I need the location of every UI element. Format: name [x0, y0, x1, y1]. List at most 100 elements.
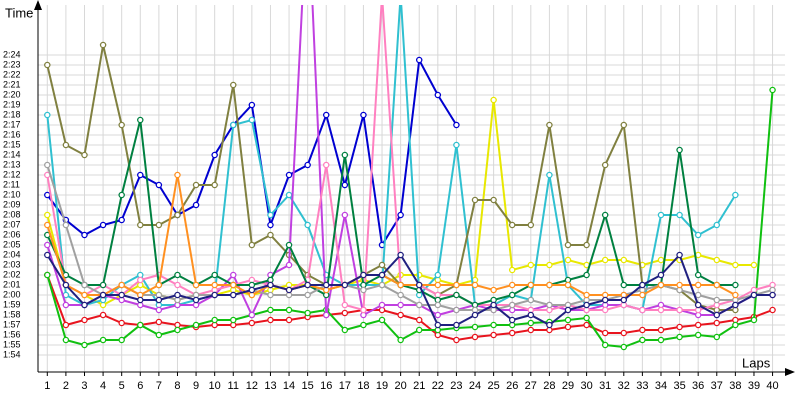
- point: [490, 331, 497, 339]
- point: [44, 211, 51, 219]
- point: [508, 281, 516, 289]
- point: [453, 281, 460, 289]
- point: [601, 296, 609, 304]
- x-tick-label: 9: [193, 380, 199, 392]
- point: [99, 41, 107, 49]
- x-tick-label: 13: [264, 380, 276, 392]
- point: [508, 291, 516, 299]
- point: [397, 291, 404, 299]
- point: [44, 241, 51, 249]
- point: [713, 311, 721, 319]
- point: [676, 211, 683, 219]
- point: [508, 266, 516, 274]
- point: [769, 291, 776, 299]
- series-line: [46, 274, 773, 342]
- point: [508, 301, 516, 309]
- series-line: [46, 5, 773, 318]
- point: [137, 321, 144, 329]
- y-tick-label: 2:23: [3, 59, 21, 69]
- x-tick-label: 30: [580, 380, 592, 392]
- point: [694, 321, 702, 329]
- point: [546, 281, 553, 289]
- point: [583, 314, 590, 322]
- point: [490, 321, 497, 329]
- y-tick-label: 2:09: [3, 199, 21, 209]
- point: [564, 281, 572, 289]
- point: [304, 309, 311, 317]
- point: [360, 286, 367, 294]
- point: [248, 286, 256, 294]
- point: [657, 326, 665, 334]
- point: [44, 161, 51, 169]
- point: [415, 301, 423, 309]
- point: [211, 291, 218, 299]
- x-tick-label: 4: [100, 380, 106, 392]
- y-tick-label: 1:57: [3, 319, 21, 329]
- point: [81, 301, 88, 309]
- y-tick-label: 2:18: [3, 109, 21, 119]
- point: [118, 291, 125, 299]
- point: [527, 261, 535, 269]
- point: [62, 141, 70, 149]
- point: [657, 256, 665, 264]
- x-tick-label: 10: [209, 380, 221, 392]
- point: [676, 281, 683, 289]
- point: [285, 171, 293, 179]
- point: [322, 311, 330, 319]
- point: [415, 316, 423, 324]
- point: [601, 306, 609, 314]
- point: [81, 231, 88, 239]
- x-tick-label: 39: [748, 380, 760, 392]
- point: [471, 333, 479, 341]
- point: [732, 261, 739, 269]
- x-tick-label: 38: [729, 380, 741, 392]
- x-tick-label: 32: [618, 380, 630, 392]
- point: [44, 221, 51, 229]
- point: [230, 291, 237, 299]
- point: [137, 296, 144, 304]
- point: [471, 323, 479, 331]
- y-tick-label: 1:59: [3, 299, 21, 309]
- point: [304, 161, 311, 169]
- point: [546, 321, 553, 329]
- point: [434, 91, 442, 99]
- point: [676, 306, 683, 314]
- point: [285, 306, 293, 314]
- point: [397, 336, 404, 344]
- point: [322, 281, 330, 289]
- x-tick-label: 34: [655, 380, 667, 392]
- point: [713, 256, 721, 264]
- point: [137, 171, 144, 179]
- x-tick-label: 31: [599, 380, 611, 392]
- y-tick-label: 2:21: [3, 79, 21, 89]
- x-tick-label: 20: [395, 380, 407, 392]
- point: [639, 291, 646, 299]
- point: [341, 301, 349, 309]
- y-tick-label: 2:16: [3, 129, 21, 139]
- point: [508, 316, 516, 324]
- y-arrow: [34, 0, 42, 10]
- x-tick-label: 21: [413, 380, 425, 392]
- point: [378, 271, 386, 279]
- point: [174, 171, 181, 179]
- point: [453, 121, 460, 129]
- point: [434, 321, 442, 329]
- point: [694, 231, 702, 239]
- point: [601, 341, 609, 349]
- point: [192, 201, 200, 209]
- point: [174, 281, 181, 289]
- x-axis-title: Laps: [742, 355, 771, 370]
- point: [378, 281, 386, 289]
- y-tick-label: 2:15: [3, 139, 21, 149]
- point: [62, 221, 70, 229]
- point: [322, 111, 330, 119]
- point: [248, 116, 256, 124]
- point: [694, 281, 702, 289]
- x-arrow: [785, 368, 795, 376]
- point: [248, 311, 256, 319]
- x-tick-label: 11: [228, 380, 239, 392]
- point: [267, 291, 274, 299]
- point: [713, 296, 721, 304]
- point: [732, 301, 739, 309]
- y-tick-label: 1:54: [3, 349, 21, 359]
